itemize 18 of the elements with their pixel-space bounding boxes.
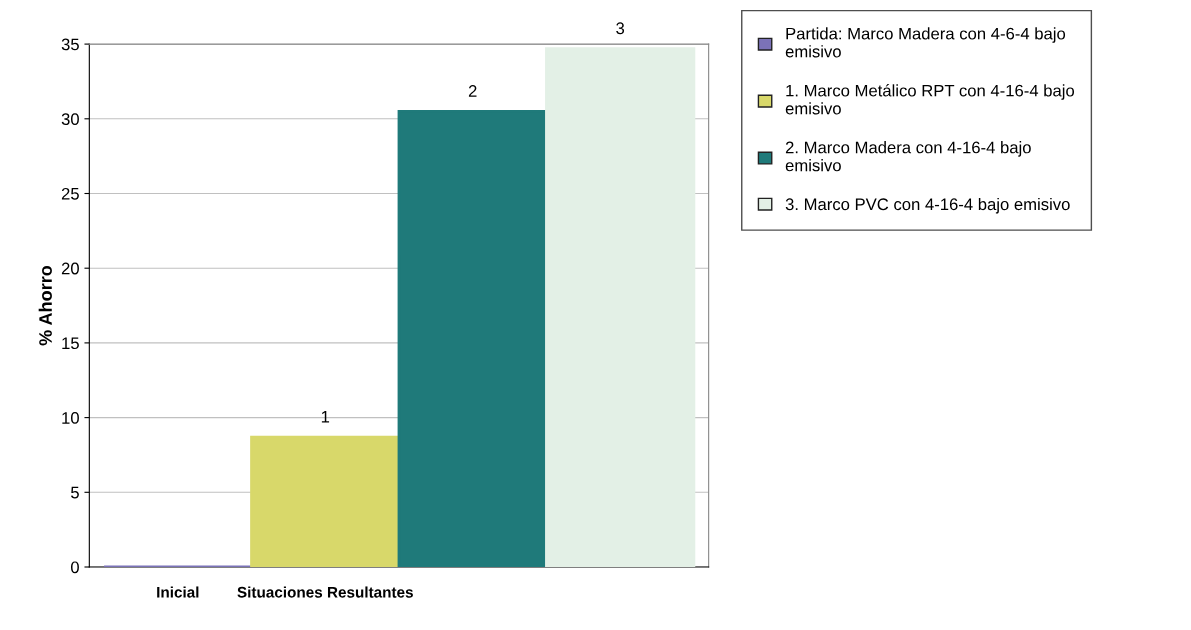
legend-label: Partida: Marco Madera con 4-6-4 bajo emisivo xyxy=(785,27,1066,58)
x-tick-label: Inicial xyxy=(157,586,199,598)
x-tick-label: Situaciones Resultantes xyxy=(237,586,413,598)
text: 3 xyxy=(616,22,625,35)
legend-label: 2. Marco Madera con 4-16-4 bajo emisivo xyxy=(785,141,1031,172)
y-tick-label: 30 xyxy=(61,113,79,125)
y-tick-label: 35 xyxy=(61,38,79,51)
annotation: 1 xyxy=(321,410,330,423)
legend-label: 1. Marco Metálico RPT con 4-16-4 bajo emisivo xyxy=(785,84,1075,115)
y-tick-label: 25 xyxy=(61,187,79,200)
y-tick-label: 15 xyxy=(62,337,79,350)
legend-label: 3. Marco PVC con 4-16-4 bajo emisivo xyxy=(785,197,1070,214)
y-tick-label: 10 xyxy=(62,412,79,424)
y-tick-label: 0 xyxy=(70,561,79,574)
annotation: 2 xyxy=(468,85,477,97)
y-tick-label: 5 xyxy=(71,486,79,499)
y-tick-label: 20 xyxy=(61,262,79,275)
y-axis-title: % Ahorro xyxy=(38,265,52,346)
